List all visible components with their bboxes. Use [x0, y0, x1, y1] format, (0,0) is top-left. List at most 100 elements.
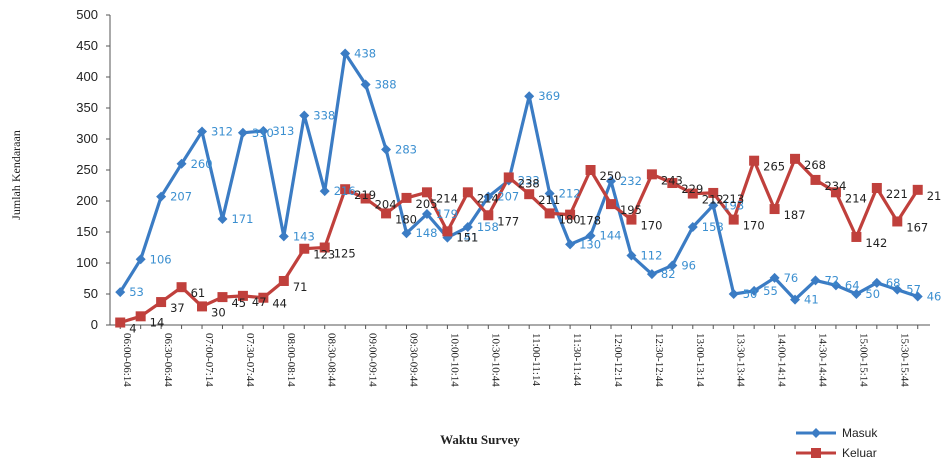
- point-keluar: [360, 193, 371, 204]
- y-axis-title: Jumlah Kendaraan: [9, 130, 23, 220]
- data-label-masuk: 158: [477, 220, 499, 234]
- point-masuk: [217, 213, 228, 224]
- data-label-masuk: 76: [784, 271, 799, 285]
- point-keluar: [135, 311, 146, 322]
- data-label-masuk: 312: [211, 125, 233, 139]
- point-keluar: [258, 292, 269, 303]
- legend-label-keluar: Keluar: [842, 446, 877, 460]
- data-label-masuk: 233: [518, 174, 540, 188]
- point-keluar: [810, 174, 821, 185]
- data-label-masuk: 50: [865, 287, 880, 301]
- point-keluar: [912, 184, 923, 195]
- point-masuk: [810, 275, 821, 286]
- data-label-keluar: 44: [272, 297, 287, 311]
- y-tick-label: 350: [76, 100, 98, 115]
- data-label-keluar: 37: [170, 301, 185, 315]
- data-label-keluar: 229: [681, 182, 703, 196]
- data-label-keluar: 178: [579, 214, 601, 228]
- data-label-keluar: 195: [620, 203, 642, 217]
- data-label-masuk: 72: [824, 273, 839, 287]
- point-masuk: [912, 291, 923, 302]
- x-tick-label: 10:00-10:14: [448, 333, 460, 387]
- point-masuk: [319, 186, 330, 197]
- x-tick-label: 06:00-06:14: [121, 333, 133, 387]
- point-masuk: [605, 176, 616, 187]
- point-masuk: [401, 228, 412, 239]
- data-label-keluar: 219: [354, 188, 376, 202]
- legend-marker-masuk: [811, 428, 821, 438]
- point-keluar: [115, 317, 126, 328]
- data-label-keluar: 180: [395, 212, 417, 226]
- data-label-keluar: 45: [231, 296, 246, 310]
- point-keluar: [667, 178, 678, 189]
- data-label-masuk: 144: [600, 229, 622, 243]
- point-masuk: [258, 125, 269, 136]
- y-tick-label: 200: [76, 193, 98, 208]
- data-label-masuk: 57: [906, 283, 921, 297]
- series-lines: [118, 51, 920, 325]
- data-label-masuk: 143: [293, 229, 315, 243]
- data-label-masuk: 179: [436, 207, 458, 221]
- data-label-keluar: 250: [600, 169, 622, 183]
- data-label-masuk: 313: [272, 124, 294, 138]
- data-label-keluar: 212: [702, 193, 724, 207]
- point-masuk: [646, 269, 657, 280]
- data-label-keluar: 238: [518, 176, 540, 190]
- x-tick-label: 13:30-13:44: [735, 333, 747, 387]
- data-label-masuk: 112: [640, 249, 662, 263]
- data-label-masuk: 53: [129, 285, 144, 299]
- data-label-masuk: 148: [416, 226, 438, 240]
- data-label-keluar: 170: [640, 219, 662, 233]
- data-label-keluar: 47: [252, 295, 267, 309]
- x-tick-label: 14:00-14:14: [776, 333, 788, 387]
- x-tick-label: 15:30-15:44: [898, 333, 910, 387]
- x-tick-label: 09:30-09:44: [408, 333, 420, 387]
- point-keluar: [769, 204, 780, 215]
- x-tick-label: 09:00-09:14: [367, 333, 379, 387]
- data-label-masuk: 310: [252, 126, 274, 140]
- data-label-masuk: 438: [354, 46, 376, 60]
- data-label-masuk: 207: [170, 190, 192, 204]
- x-tick-label: 12:30-12:44: [653, 333, 665, 387]
- y-tick-label: 0: [91, 317, 98, 332]
- data-label-keluar: 123: [313, 248, 335, 262]
- y-tick-label: 500: [76, 7, 98, 22]
- y-axis-ticks: 0 50 100 150 200 250 300 350 400 450 500: [76, 7, 110, 332]
- point-masuk: [135, 254, 146, 265]
- point-masuk: [421, 209, 432, 220]
- point-masuk: [728, 289, 739, 299]
- data-label-masuk: 232: [620, 174, 642, 188]
- point-keluar: [871, 182, 882, 193]
- y-tick-label: 250: [76, 162, 98, 177]
- data-label-keluar: 151: [456, 230, 478, 244]
- data-label-keluar: 221: [886, 187, 908, 201]
- data-label-keluar: 71: [293, 280, 308, 294]
- y-tick-label: 150: [76, 224, 98, 239]
- point-keluar: [401, 192, 412, 203]
- y-tick-label: 50: [84, 286, 98, 301]
- data-label-masuk: 68: [886, 276, 901, 290]
- point-masuk: [892, 284, 903, 295]
- point-keluar: [217, 292, 228, 303]
- x-tick-label: 13:00-13:14: [694, 333, 706, 387]
- point-keluar: [483, 210, 494, 221]
- point-keluar: [646, 169, 657, 180]
- data-label-masuk: 82: [661, 267, 676, 281]
- data-label-keluar: 14: [150, 315, 165, 329]
- point-masuk: [851, 289, 862, 299]
- data-label-masuk: 283: [395, 143, 417, 157]
- point-keluar: [381, 208, 392, 219]
- data-label-masuk: 64: [845, 278, 860, 292]
- data-label-masuk: 171: [231, 212, 253, 226]
- point-keluar: [442, 226, 453, 237]
- data-label-keluar: 187: [784, 208, 806, 222]
- x-axis-ticks: 06:00-06:14 06:30-06:44 07:00-07:14 07:30-0…: [119, 325, 919, 387]
- y-tick-label: 450: [76, 38, 98, 53]
- point-keluar: [421, 187, 432, 198]
- x-tick-label: 15:00-15:14: [857, 333, 869, 387]
- y-tick-label: 100: [76, 255, 98, 270]
- point-masuk: [708, 200, 719, 211]
- x-tick-label: 10:30-10:44: [489, 333, 501, 387]
- point-keluar: [749, 155, 760, 166]
